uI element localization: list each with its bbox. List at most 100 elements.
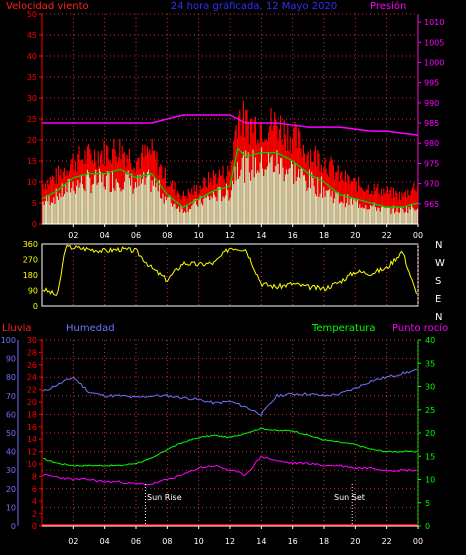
humidity-y-tick-label: 40 [6,448,16,457]
pressure-y-tick-label: 995 [424,79,439,88]
wind-x-tick-label: 02 [68,231,78,240]
humidity-x-tick-label: 14 [256,537,266,546]
wind-x-tick-label: 12 [225,231,235,240]
rain-y-tick-label: 26 [27,361,37,370]
rain-y-tick-label: 18 [27,410,37,419]
wind-direction-panel: 360 270 180 90 0 [23,240,419,311]
temp-y-tick-label: 35 [425,359,435,368]
pressure-line [42,114,419,136]
wind-y-tick-label: 50 [27,10,37,19]
chart-date-title: 24 hora gráficada, 12 Mayo 2020 [171,0,337,12]
humidity-x-tick-label: 02 [68,537,78,546]
compass-n-bottom: N [435,312,442,323]
humidity-y-tick-label: 10 [6,503,16,512]
wind-y-tick-label: 35 [27,73,37,82]
sunrise-label: Sun Rise [147,493,182,502]
wind-x-tick-label: 22 [382,231,392,240]
rain-y-tick-label: 4 [32,497,37,506]
rain-y-tick-label: 24 [27,373,37,382]
wind-x-tick-label: 10 [194,231,204,240]
direction-y-tick-label: 0 [33,302,38,311]
wind-y-tick-label: 45 [27,31,37,40]
compass-w: W [435,258,445,269]
compass-s: S [435,276,441,287]
temp-y-tick-label: 30 [425,383,435,392]
pressure-title: Presión [370,0,406,12]
wind-pressure-panel: 0 5 10 15 20 25 30 35 40 45 50 965 970 975 980 985 990 99… [27,10,445,240]
pressure-y-tick-label: 975 [424,159,439,168]
wind-x-tick-label: 06 [131,231,141,240]
temperature-title: Temperatura [311,323,376,334]
humidity-y-tick-label: 60 [6,410,16,419]
humidity-y-tick-label: 20 [6,485,16,494]
humidity-x-tick-label: 18 [319,537,329,546]
humidity-temp-panel: 0102030405060708090100024681012141618202… [1,336,435,546]
wind-avg-line [41,147,419,208]
wind-x-tick-label: 14 [256,231,266,240]
humidity-y-tick-label: 50 [6,429,16,438]
rain-y-tick-label: 22 [27,386,37,395]
humidity-y-tick-label: 70 [6,392,16,401]
wind-y-tick-label: 30 [27,94,37,103]
pressure-y-tick-label: 1010 [424,18,444,27]
direction-y-tick-label: 180 [23,271,38,280]
temp-y-tick-label: 20 [425,429,435,438]
temp-y-tick-label: 10 [425,476,435,485]
pressure-y-tick-label: 980 [424,139,439,148]
temp-y-tick-label: 5 [425,499,430,508]
temperature-line [42,427,418,467]
wind-x-tick-label: 20 [350,231,360,240]
humidity-y-tick-label: 0 [11,522,16,531]
pressure-y-tick-label: 1005 [424,38,444,47]
humidity-y-tick-label: 100 [1,336,16,345]
wind-y-tick-label: 25 [27,115,37,124]
temp-y-tick-label: 0 [425,522,430,531]
wind-x-tick-label: 16 [288,231,298,240]
wind-x-tick-label: 04 [100,231,110,240]
wind-y-tick-label: 5 [32,199,37,208]
humidity-x-tick-label: 00 [413,537,423,546]
humidity-x-tick-label: 20 [350,537,360,546]
dewpoint-title: Punto rocío [392,322,448,334]
wind-y-tick-label: 10 [27,178,37,187]
direction-y-tick-label: 90 [28,287,38,296]
pressure-y-tick-label: 1000 [424,58,444,67]
humidity-x-tick-label: 08 [162,537,172,546]
sunset-label: Sun Set [334,493,365,502]
wind-x-tick-label: 08 [162,231,172,240]
rain-y-tick-label: 8 [32,472,37,481]
dewpoint-line [42,455,418,486]
temp-y-tick-label: 25 [425,406,435,415]
rain-y-tick-label: 28 [27,348,37,357]
compass-e: E [435,294,441,305]
rain-y-tick-label: 30 [27,336,37,345]
humidity-title: Humedad [66,323,115,334]
direction-y-tick-label: 270 [23,256,38,265]
humidity-x-tick-label: 10 [194,537,204,546]
temp-y-tick-label: 40 [425,336,435,345]
humidity-x-tick-label: 16 [288,537,298,546]
humidity-y-tick-label: 80 [6,373,16,382]
wind-x-tick-label: 18 [319,231,329,240]
wind-speed-title: Velocidad viento [6,1,89,12]
pressure-y-tick-label: 965 [424,200,439,209]
wind-y-tick-label: 20 [27,136,37,145]
rain-title: Lluvia [2,323,32,334]
humidity-x-tick-label: 04 [100,537,110,546]
temp-y-tick-label: 15 [425,452,435,461]
humidity-y-tick-label: 90 [6,355,16,364]
humidity-x-tick-label: 22 [382,537,392,546]
direction-y-tick-label: 360 [23,240,38,249]
rain-y-tick-label: 20 [27,398,37,407]
rain-y-tick-label: 0 [32,522,37,531]
pressure-y-tick-label: 985 [424,119,439,128]
wind-y-tick-label: 40 [27,52,37,61]
rain-y-tick-label: 16 [27,423,37,432]
rain-y-tick-label: 2 [32,510,37,519]
rain-y-tick-label: 6 [32,485,37,494]
humidity-y-tick-label: 30 [6,466,16,475]
humidity-line [42,368,418,416]
pressure-y-tick-label: 990 [424,99,439,108]
direction-line [42,244,417,296]
wind-y-tick-label: 15 [27,157,37,166]
